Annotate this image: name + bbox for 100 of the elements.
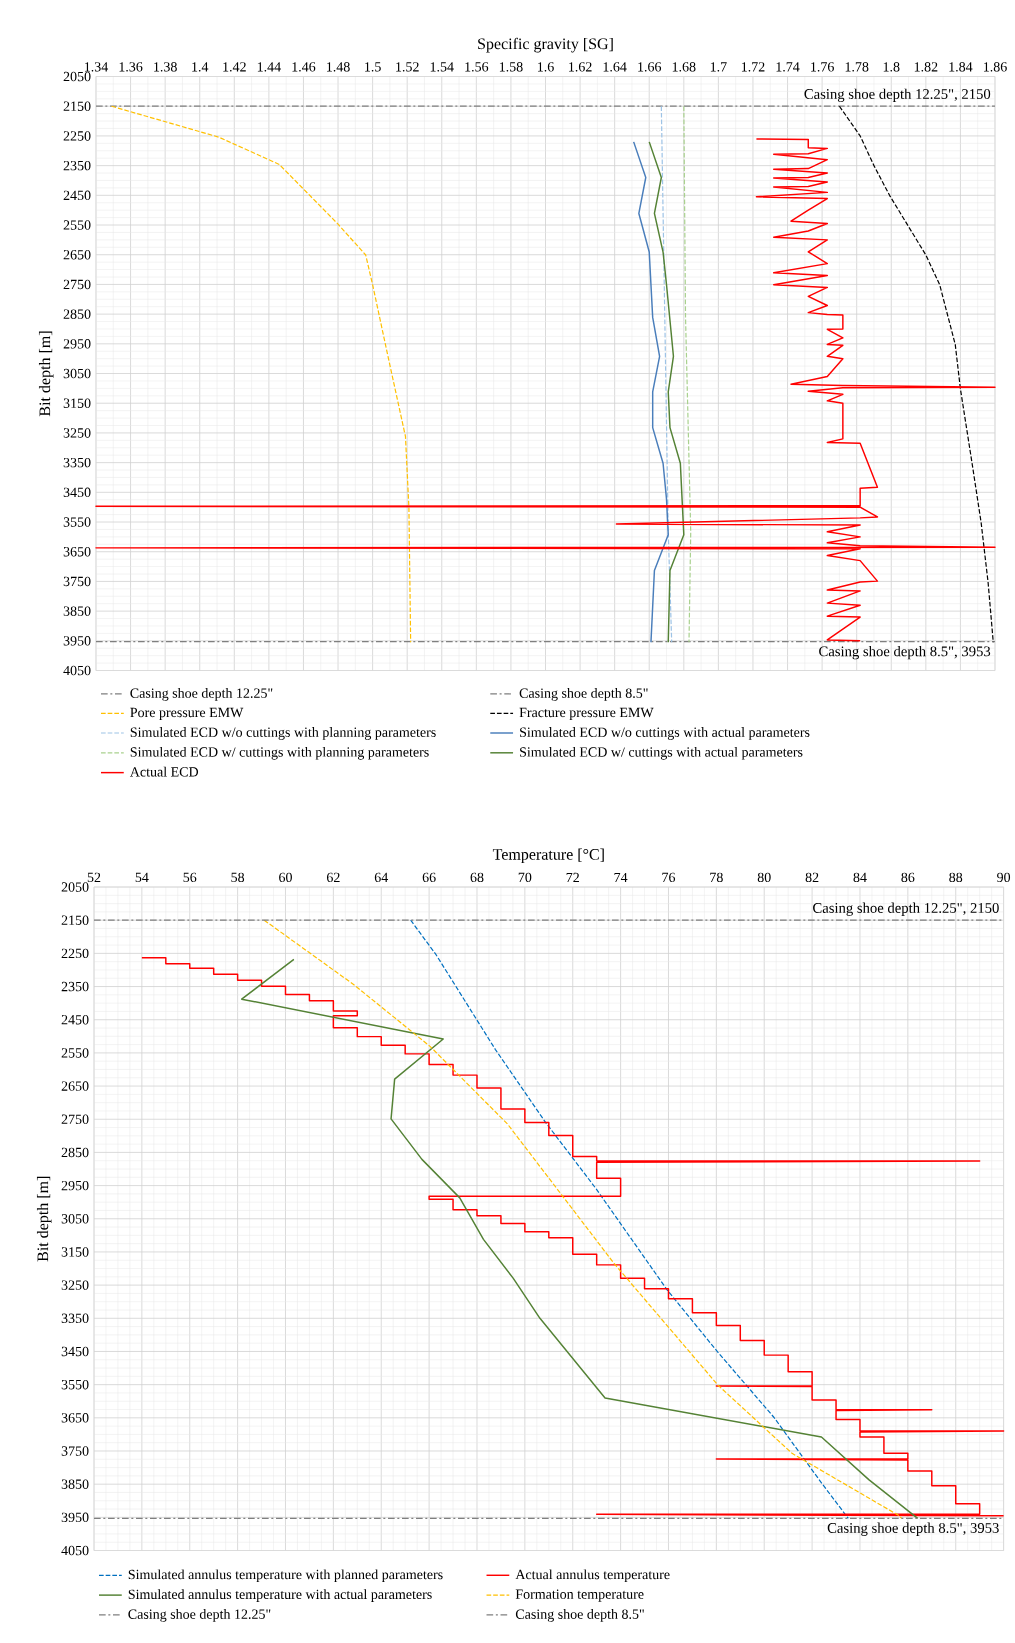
y-tick-label: 2550 bbox=[63, 220, 91, 230]
y-tick-label: 3150 bbox=[63, 398, 91, 408]
x-tick-label: 1.62 bbox=[568, 62, 592, 72]
x-tick-label: 90 bbox=[996, 872, 1010, 883]
y-tick-label: 4050 bbox=[63, 665, 91, 676]
x-tick-label: 1.4 bbox=[192, 62, 209, 72]
x-axis-title: Temperature [°C] bbox=[492, 848, 604, 864]
y-tick-label: 3350 bbox=[61, 1313, 89, 1324]
x-tick-label: 1.74 bbox=[776, 62, 800, 72]
y-tick-label: 2650 bbox=[61, 1081, 89, 1091]
x-tick-label: 1.64 bbox=[603, 62, 627, 72]
y-tick-label: 2250 bbox=[61, 948, 89, 959]
y-tick-label: 2450 bbox=[61, 1015, 89, 1025]
line-series bbox=[110, 105, 412, 643]
x-tick-label: 72 bbox=[566, 872, 579, 883]
y-tick-label: 4050 bbox=[61, 1545, 89, 1556]
y-tick-label: 3150 bbox=[61, 1247, 89, 1257]
x-tick-label: 1.56 bbox=[465, 62, 489, 72]
y-tick-label: 2350 bbox=[61, 981, 89, 992]
line-series bbox=[632, 141, 669, 644]
y-tick-label: 2650 bbox=[63, 250, 91, 260]
y-tick-label: 3450 bbox=[63, 487, 91, 498]
y-tick-label: 2950 bbox=[61, 1180, 89, 1191]
x-tick-label: 1.34 bbox=[84, 62, 108, 72]
x-tick-label: 1.6 bbox=[537, 62, 554, 72]
x-tick-label: 1.52 bbox=[396, 62, 419, 72]
x-tick-label: 56 bbox=[183, 872, 197, 883]
y-tick-label: 2250 bbox=[63, 131, 91, 141]
annotation: Casing shoe depth 8.5", 3953 bbox=[827, 1522, 999, 1536]
legend-label: Simulated ECD w/o cuttings with actual parameters bbox=[519, 727, 810, 740]
x-tick-label: 1.44 bbox=[257, 62, 281, 72]
y-tick-label: 2150 bbox=[63, 101, 91, 111]
line-series bbox=[95, 138, 996, 642]
y-tick-label: 2050 bbox=[61, 882, 89, 892]
y-tick-label: 3850 bbox=[61, 1479, 89, 1489]
x-tick-label: 1.66 bbox=[638, 62, 661, 72]
y-tick-label: 2850 bbox=[63, 309, 91, 319]
annotation: Casing shoe depth 12.25", 2150 bbox=[812, 902, 999, 916]
legend-label: Simulated annulus temperature with actual parameters bbox=[128, 1589, 432, 1602]
x-tick-label: 1.5 bbox=[364, 62, 381, 72]
x-tick-label: 1.76 bbox=[810, 62, 834, 72]
legend-label: Casing shoe depth 12.25" bbox=[128, 1609, 271, 1622]
x-tick-label: 1.36 bbox=[119, 62, 143, 72]
x-tick-label: 1.54 bbox=[430, 62, 454, 72]
x-tick-label: 1.42 bbox=[223, 62, 246, 72]
legend-label: Pore pressure EMW bbox=[130, 707, 244, 720]
x-tick-label: 1.38 bbox=[154, 62, 177, 72]
y-tick-label: 3450 bbox=[61, 1346, 89, 1357]
y-tick-label: 2950 bbox=[63, 339, 91, 349]
y-tick-label: 3850 bbox=[63, 606, 91, 616]
y-tick-label: 3550 bbox=[61, 1379, 89, 1390]
x-tick-label: 78 bbox=[710, 872, 723, 883]
y-tick-label: 3250 bbox=[63, 428, 91, 438]
y-tick-label: 2750 bbox=[61, 1114, 89, 1124]
x-tick-label: 76 bbox=[662, 872, 675, 883]
x-axis-title: Specific gravity [SG] bbox=[478, 37, 613, 53]
legend-label: Casing shoe depth 8.5" bbox=[519, 688, 648, 701]
y-tick-label: 2750 bbox=[63, 279, 91, 290]
y-tick-label: 3750 bbox=[63, 576, 91, 587]
y-tick-label: 2350 bbox=[63, 160, 91, 171]
legend-label: Simulated ECD w/o cuttings with planning parameters bbox=[130, 727, 436, 740]
y-tick-label: 3650 bbox=[63, 547, 91, 557]
x-tick-label: 1.68 bbox=[672, 62, 696, 72]
y-tick-label: 3050 bbox=[63, 368, 91, 379]
x-tick-label: 70 bbox=[518, 872, 532, 883]
x-tick-label: 1.86 bbox=[983, 62, 1007, 72]
x-tick-label: 80 bbox=[757, 872, 771, 883]
x-tick-label: 1.48 bbox=[326, 62, 350, 72]
legend-label: Simulated ECD w/ cuttings with actual parameters bbox=[519, 746, 803, 760]
x-tick-label: 84 bbox=[853, 872, 867, 883]
y-tick-label: 3350 bbox=[63, 457, 91, 468]
y-tick-label: 3550 bbox=[63, 517, 91, 527]
y-tick-label: 2850 bbox=[61, 1147, 89, 1158]
line-series bbox=[838, 105, 994, 643]
x-tick-label: 1.78 bbox=[845, 62, 869, 72]
y-tick-label: 3650 bbox=[61, 1413, 89, 1423]
x-tick-label: 88 bbox=[949, 872, 963, 883]
legend-label: Simulated annulus temperature with planned parameters bbox=[128, 1569, 443, 1583]
line-series bbox=[141, 956, 1005, 1517]
y-axis-title: Bit depth [m] bbox=[36, 1176, 52, 1262]
x-tick-label: 1.72 bbox=[741, 62, 765, 72]
x-tick-label: 54 bbox=[135, 872, 149, 883]
x-tick-label: 74 bbox=[614, 872, 628, 883]
x-tick-label: 60 bbox=[278, 872, 292, 883]
y-tick-label: 2050 bbox=[63, 71, 91, 82]
line-series bbox=[660, 105, 673, 643]
y-tick-label: 3050 bbox=[61, 1214, 89, 1224]
legend-label: Fracture pressure EMW bbox=[519, 707, 654, 720]
x-tick-label: 1.82 bbox=[914, 62, 938, 72]
x-tick-label: 1.84 bbox=[949, 62, 973, 72]
x-tick-label: 1.8 bbox=[883, 62, 900, 72]
legend-label: Casing shoe depth 12.25" bbox=[130, 688, 273, 701]
y-tick-label: 3750 bbox=[61, 1446, 89, 1456]
x-tick-label: 64 bbox=[374, 872, 388, 883]
x-tick-label: 82 bbox=[805, 872, 819, 883]
x-tick-label: 68 bbox=[470, 872, 484, 883]
y-tick-label: 3950 bbox=[61, 1512, 89, 1523]
legend-label: Formation temperature bbox=[515, 1589, 644, 1602]
x-tick-label: 1.7 bbox=[710, 62, 727, 72]
x-tick-label: 86 bbox=[901, 872, 915, 883]
